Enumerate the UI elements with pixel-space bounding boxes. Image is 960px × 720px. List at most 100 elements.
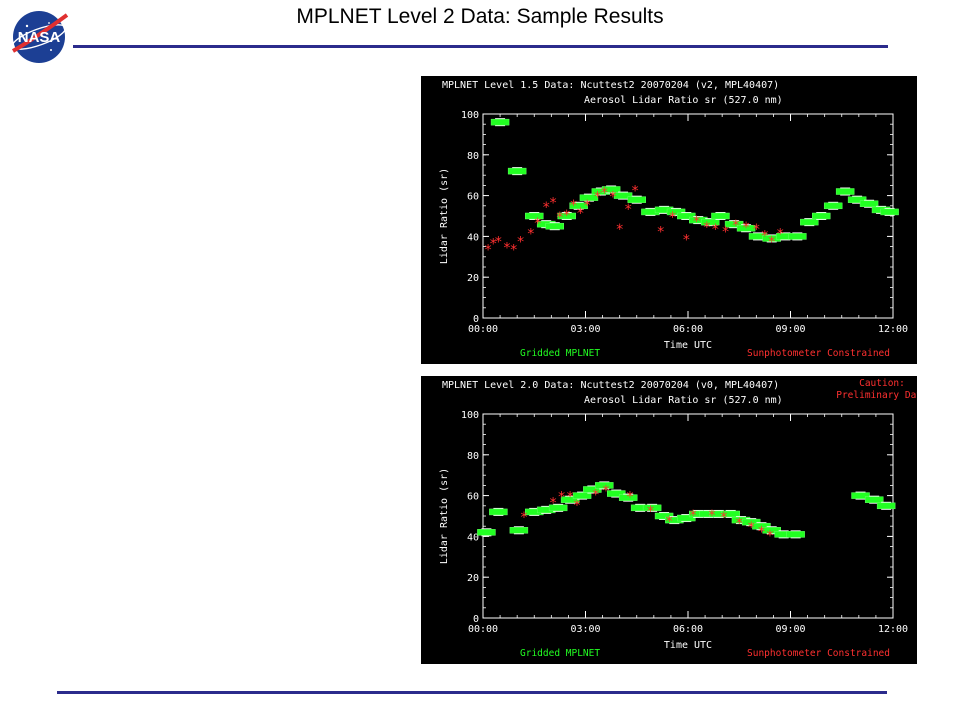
gridded-point: [595, 482, 614, 489]
gridded-point: [642, 504, 662, 512]
gridded-point: [477, 529, 496, 536]
gridded-point: [741, 518, 761, 526]
y-tick-label: 40: [467, 532, 479, 543]
gridded-point: [835, 188, 855, 195]
x-axis-label: Time UTC: [664, 340, 712, 351]
constrained-point: *: [494, 234, 502, 250]
gridded-point: [490, 118, 510, 126]
constrained-point: *: [747, 520, 755, 536]
gridded-point: [752, 522, 771, 530]
constrained-point: *: [609, 190, 617, 206]
legend-gridded: Gridded MPLNET: [520, 648, 600, 659]
caution-label: Preliminary Data: [836, 390, 917, 401]
logo-text: NASA: [18, 29, 61, 46]
footer-rule: [57, 691, 887, 694]
y-tick-label: 0: [473, 614, 479, 625]
gridded-point: [823, 202, 843, 210]
gridded-point: [736, 224, 756, 232]
constrained-point: *: [689, 508, 697, 524]
chart-title: MPLNET Level 2.0 Data: Ncuttest2 2007020…: [442, 380, 779, 391]
x-tick-label: 09:00: [775, 624, 805, 635]
gridded-point: [569, 202, 588, 210]
constrained-point: *: [484, 243, 492, 259]
gridded-point: [601, 186, 621, 193]
gridded-point: [545, 222, 564, 230]
constrained-point: *: [503, 241, 511, 257]
gridded-point: [525, 212, 544, 220]
y-tick-label: 40: [467, 232, 479, 243]
gridded-point: [788, 233, 807, 240]
constrained-point: *: [592, 488, 600, 504]
constrained-point: *: [720, 510, 728, 526]
gridded-point: [812, 212, 831, 220]
gridded-point: [572, 492, 592, 499]
chart-panel-level-1-5: MPLNET Level 1.5 Data: Ncuttest2 2007020…: [421, 76, 917, 364]
constrained-point: *: [656, 224, 664, 240]
gridded-point: [618, 494, 638, 501]
x-tick-label: 12:00: [878, 624, 908, 635]
constrained-point: *: [576, 206, 584, 222]
constrained-point: *: [646, 504, 654, 520]
gridded-point: [700, 218, 720, 226]
gridded-point: [583, 486, 602, 493]
gridded-point: [677, 212, 696, 220]
gridded-point: [677, 514, 696, 522]
constrained-point: *: [735, 516, 743, 532]
slide-title: MPLNET Level 2 Data: Sample Results: [296, 5, 664, 28]
constrained-point: *: [752, 222, 760, 238]
y-tick-label: 80: [467, 451, 479, 462]
y-tick-label: 20: [467, 273, 479, 284]
constrained-point: *: [527, 226, 535, 242]
constrained-point: *: [767, 234, 775, 250]
constrained-point: *: [692, 214, 700, 230]
constrained-point: *: [542, 200, 550, 216]
constrained-point: *: [624, 202, 632, 218]
gridded-point: [666, 208, 686, 216]
gridded-point: [560, 496, 580, 503]
gridded-point: [507, 167, 527, 175]
gridded-point: [509, 527, 529, 534]
constrained-point: *: [516, 234, 524, 250]
constrained-point: *: [776, 226, 784, 242]
chart-subtitle: Aerosol Lidar Ratio sr (527.0 nm): [584, 95, 783, 106]
x-tick-label: 03:00: [570, 624, 600, 635]
y-tick-label: 20: [467, 573, 479, 584]
constrained-point: *: [557, 490, 565, 506]
constrained-point: *: [626, 490, 634, 506]
constrained-point: *: [489, 237, 497, 253]
gridded-point: [876, 502, 896, 510]
gridded-point: [859, 200, 879, 208]
chart-level-1-5: MPLNET Level 1.5 Data: Ncuttest2 2007020…: [439, 80, 908, 359]
constrained-point: *: [600, 186, 608, 202]
constrained-point: *: [583, 198, 591, 214]
gridded-point: [489, 508, 508, 516]
y-axis-label: Lidar Ratio (sr): [439, 168, 450, 264]
legend-constrained: Sunphotometer Constrained: [747, 348, 890, 359]
constrained-point: *: [615, 222, 623, 238]
constrained-point: *: [761, 228, 769, 244]
gridded-point: [613, 192, 633, 199]
constrained-point: *: [520, 510, 528, 526]
constrained-point: *: [631, 183, 639, 199]
gridded-point: [880, 208, 899, 216]
chart-title: MPLNET Level 1.5 Data: Ncuttest2 2007020…: [442, 80, 779, 91]
x-tick-label: 03:00: [570, 324, 600, 335]
constrained-point: *: [721, 224, 729, 240]
constrained-point: *: [742, 220, 750, 236]
gridded-point: [864, 496, 884, 503]
gridded-point: [786, 531, 805, 538]
constrained-point: *: [703, 220, 711, 236]
gridded-point: [654, 512, 674, 520]
x-tick-label: 00:00: [468, 324, 498, 335]
constrained-point: *: [566, 490, 574, 506]
x-tick-label: 12:00: [878, 324, 908, 335]
gridded-point: [607, 490, 626, 497]
constrained-point: *: [711, 222, 719, 238]
constrained-point: *: [708, 508, 716, 524]
constrained-point: *: [573, 498, 581, 514]
constrained-point: *: [562, 208, 570, 224]
y-tick-label: 80: [467, 151, 479, 162]
title-underline: [73, 45, 888, 48]
gridded-point: [557, 212, 576, 220]
x-tick-label: 06:00: [673, 324, 703, 335]
